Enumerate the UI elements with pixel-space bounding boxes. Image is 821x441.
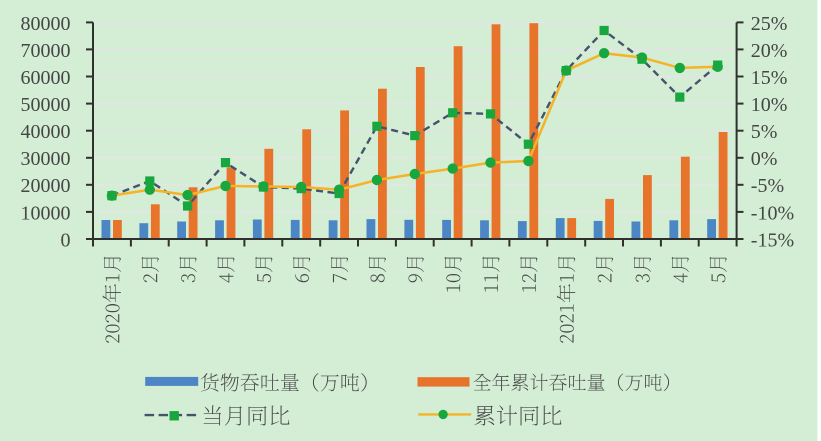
svg-text:20000: 20000 xyxy=(21,175,71,197)
svg-text:10%: 10% xyxy=(751,94,788,116)
svg-text:30000: 30000 xyxy=(21,148,71,170)
svg-text:15%: 15% xyxy=(751,67,788,89)
svg-text:-15%: -15% xyxy=(751,229,794,251)
svg-text:10000: 10000 xyxy=(21,202,71,224)
svg-text:80000: 80000 xyxy=(21,13,71,35)
svg-text:60000: 60000 xyxy=(21,67,71,89)
svg-text:-10%: -10% xyxy=(751,202,794,224)
svg-text:0%: 0% xyxy=(751,148,778,170)
svg-text:5%: 5% xyxy=(751,121,778,143)
svg-text:-5%: -5% xyxy=(751,175,784,197)
svg-text:20%: 20% xyxy=(751,40,788,62)
svg-text:25%: 25% xyxy=(751,13,788,35)
svg-text:0: 0 xyxy=(61,229,71,251)
svg-text:50000: 50000 xyxy=(21,94,71,116)
svg-text:40000: 40000 xyxy=(21,121,71,143)
svg-text:70000: 70000 xyxy=(21,40,71,62)
